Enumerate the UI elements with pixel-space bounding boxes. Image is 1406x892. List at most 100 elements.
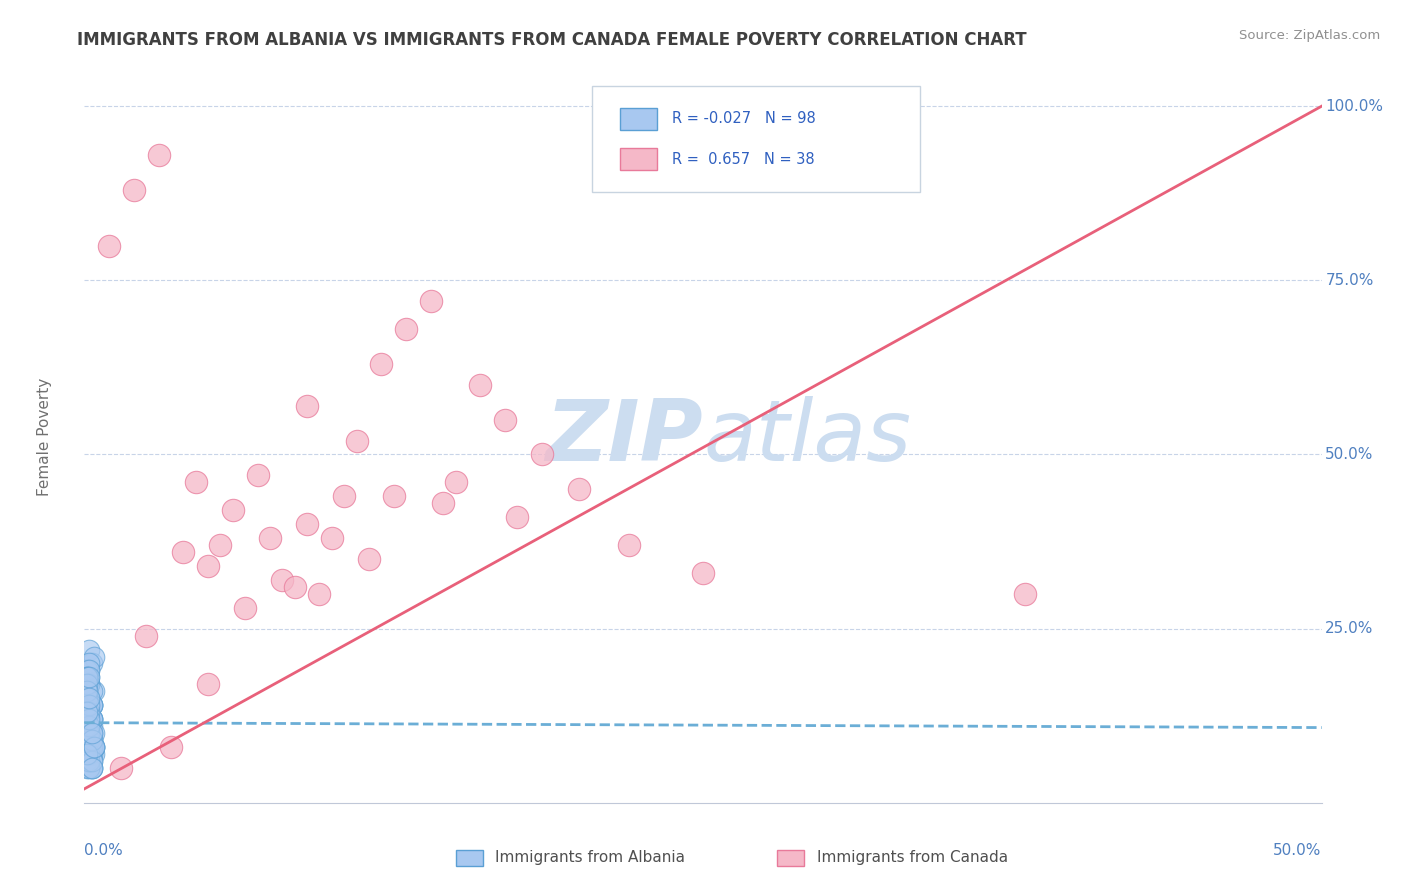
Point	[80, 761, 103, 775]
Point	[321, 531, 343, 545]
Point	[80, 740, 103, 755]
Point	[79, 712, 101, 726]
Text: 50.0%: 50.0%	[1326, 447, 1374, 462]
Point	[76, 670, 98, 684]
Text: 50.0%: 50.0%	[1274, 843, 1322, 858]
FancyBboxPatch shape	[592, 86, 920, 192]
Point	[83, 740, 105, 755]
Point	[197, 558, 219, 573]
Point	[80, 698, 103, 713]
Point	[122, 183, 145, 197]
Point	[80, 684, 103, 698]
Text: 0.0%: 0.0%	[84, 843, 124, 858]
Point	[79, 698, 101, 713]
Point	[83, 726, 105, 740]
Bar	[620, 148, 657, 170]
Point	[83, 740, 105, 755]
Point	[83, 747, 105, 761]
Point	[80, 733, 103, 747]
Point	[76, 747, 98, 761]
Point	[79, 691, 101, 706]
Point	[76, 684, 98, 698]
Point	[76, 747, 98, 761]
Point	[79, 670, 101, 684]
Point	[568, 483, 591, 497]
Point	[110, 761, 132, 775]
Point	[76, 726, 98, 740]
Point	[382, 489, 405, 503]
Text: Female Poverty: Female Poverty	[38, 378, 52, 496]
Point	[80, 698, 103, 713]
Point	[617, 538, 640, 552]
Point	[79, 726, 101, 740]
Point	[79, 754, 101, 768]
Point	[80, 740, 103, 755]
Point	[357, 552, 380, 566]
Point	[76, 705, 98, 719]
Text: ZIP: ZIP	[546, 395, 703, 479]
Point	[284, 580, 307, 594]
Point	[76, 740, 98, 755]
Bar	[620, 108, 657, 130]
Point	[172, 545, 194, 559]
Point	[79, 705, 101, 719]
Point	[76, 698, 98, 713]
Point	[135, 629, 157, 643]
Point	[83, 649, 105, 664]
Point	[80, 747, 103, 761]
Point	[76, 677, 98, 691]
Text: R = -0.027   N = 98: R = -0.027 N = 98	[672, 112, 815, 127]
Point	[79, 712, 101, 726]
Point	[470, 377, 492, 392]
Point	[79, 677, 101, 691]
Point	[76, 691, 98, 706]
Point	[79, 664, 101, 678]
Point	[76, 664, 98, 678]
Point	[184, 475, 207, 490]
Point	[76, 691, 98, 706]
Point	[79, 642, 101, 657]
Point	[222, 503, 245, 517]
Point	[79, 677, 101, 691]
Point	[76, 684, 98, 698]
Point	[233, 600, 256, 615]
Point	[76, 670, 98, 684]
Point	[76, 684, 98, 698]
Point	[79, 719, 101, 733]
Point	[76, 677, 98, 691]
Point	[444, 475, 467, 490]
Point	[80, 726, 103, 740]
Point	[80, 761, 103, 775]
Point	[79, 719, 101, 733]
Point	[432, 496, 454, 510]
Point	[80, 733, 103, 747]
Point	[79, 719, 101, 733]
Point	[80, 657, 103, 671]
Text: Immigrants from Albania: Immigrants from Albania	[495, 850, 685, 865]
Point	[79, 747, 101, 761]
Point	[80, 726, 103, 740]
Point	[79, 657, 101, 671]
Point	[271, 573, 294, 587]
Point	[80, 733, 103, 747]
Point	[197, 677, 219, 691]
Point	[76, 747, 98, 761]
Point	[79, 712, 101, 726]
Point	[1014, 587, 1036, 601]
Point	[79, 740, 101, 755]
Point	[80, 712, 103, 726]
Point	[76, 691, 98, 706]
Point	[79, 733, 101, 747]
Point	[98, 238, 121, 252]
Point	[79, 733, 101, 747]
Point	[259, 531, 281, 545]
Point	[76, 719, 98, 733]
Text: IMMIGRANTS FROM ALBANIA VS IMMIGRANTS FROM CANADA FEMALE POVERTY CORRELATION CHA: IMMIGRANTS FROM ALBANIA VS IMMIGRANTS FR…	[77, 31, 1026, 49]
Point	[79, 691, 101, 706]
Point	[80, 712, 103, 726]
Point	[80, 712, 103, 726]
Text: 25.0%: 25.0%	[1326, 621, 1374, 636]
Point	[83, 740, 105, 755]
Point	[209, 538, 232, 552]
Point	[79, 664, 101, 678]
